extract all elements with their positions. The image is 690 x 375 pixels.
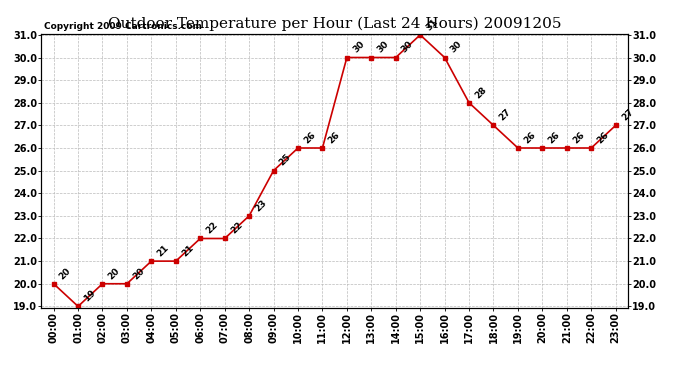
Text: 26: 26 [595,130,611,145]
Text: 27: 27 [620,107,635,123]
Text: 25: 25 [277,153,293,168]
Text: 30: 30 [448,40,464,55]
Text: 20: 20 [131,266,146,281]
Text: 30: 30 [400,40,415,55]
Text: 28: 28 [473,85,489,100]
Text: 19: 19 [82,288,97,304]
Text: 26: 26 [522,130,538,145]
Text: 20: 20 [107,266,121,281]
Text: 30: 30 [351,40,366,55]
Text: Copyright 2009 Cartronics.com: Copyright 2009 Cartronics.com [44,22,202,31]
Text: 21: 21 [155,243,170,258]
Text: 22: 22 [204,220,219,236]
Text: 21: 21 [180,243,195,258]
Text: 20: 20 [58,266,73,281]
Text: 27: 27 [497,107,513,123]
Text: 26: 26 [571,130,586,145]
Text: 26: 26 [302,130,317,145]
Title: Outdoor Temperature per Hour (Last 24 Hours) 20091205: Outdoor Temperature per Hour (Last 24 Ho… [108,17,562,31]
Text: 26: 26 [326,130,342,145]
Text: 23: 23 [253,198,268,213]
Text: 31: 31 [424,17,440,32]
Text: 30: 30 [375,40,391,55]
Text: 22: 22 [229,220,244,236]
Text: 26: 26 [546,130,562,145]
